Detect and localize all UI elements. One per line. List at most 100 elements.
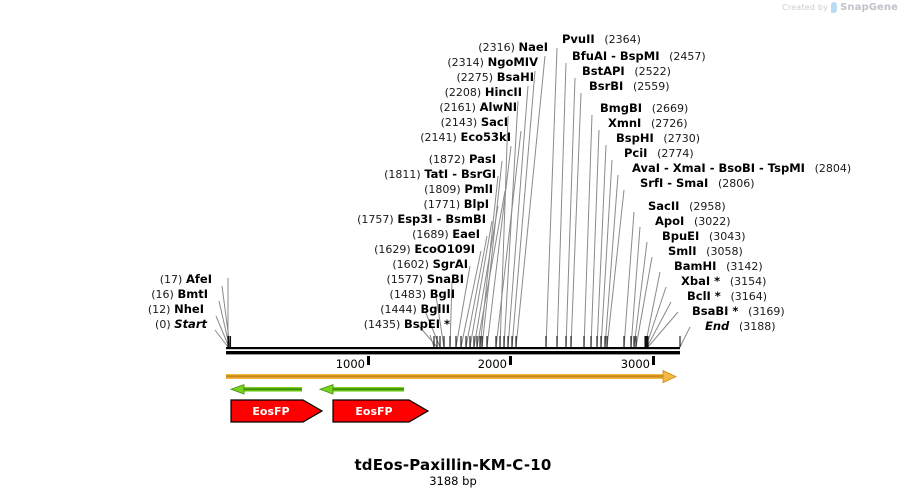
site-label-ngomiv: (2314) NgoMIV [390,56,538,68]
site-enzyme: Esp3I - BsmBI [397,212,486,226]
site-label-pcii: PciI (2774) [624,147,694,160]
site-enzyme: PmlI [464,182,493,196]
site-position: (1872) [428,153,466,166]
site-position: (2669) [651,102,689,115]
site-enzyme: NheI [174,302,204,316]
site-label-sacii: SacII (2958) [648,199,726,213]
site-enzyme: BlpI [463,197,489,211]
site-position: (0) [155,318,171,331]
feature-label-eosfp-2: EosFP [355,405,393,418]
site-position: (2141) [420,131,457,144]
snapgene-logo-icon [831,2,838,13]
site-label-bglii: (1444) BglII [290,302,451,316]
site-enzyme: AfeI [186,272,212,286]
site-position: (3169) [748,305,785,318]
site-enzyme: AlwNI [479,100,517,114]
site-position: (2804) [814,162,852,175]
site-label-bgli: (1483) BglI [300,287,455,301]
site-position: (2275) [456,71,494,84]
site-label-bfuai-bspmi: BfuAI - BspMI (2457) [572,49,706,63]
site-position: (1771) [423,198,461,211]
site-label-bsabi: BsaBI * (3169) [692,304,785,318]
site-position: (2958) [689,200,726,213]
site-label-bsphi: BspHI (2730) [616,132,700,144]
site-label-bmti: (16) BmtI [52,287,208,301]
site-position: (1577) [386,273,424,286]
sequence-backbone [226,347,680,355]
site-label-bcli: BclI * (3164) [687,290,768,303]
site-position: (2774) [657,147,694,160]
site-position: (1629) [374,243,411,256]
sequence-length-label: 3188 bp [429,474,477,488]
site-enzyme: BglII [420,302,451,316]
site-position: (16) [151,288,174,301]
site-enzyme: TatI - BsrGI [424,167,496,181]
site-label-bsahi: (2275) BsaHI [390,70,534,84]
site-enzyme: BmtI [177,287,208,301]
site-position: (2208) [444,86,482,99]
restriction-site-ticks [227,336,681,347]
site-label-tati-bsrgi: (1811) TatI - BsrGI [300,167,496,181]
site-label-bstapi: BstAPI (2522) [582,64,671,78]
site-enzyme: HincII [484,85,522,99]
site-enzyme: SacI [480,115,508,129]
site-position: (1444) [380,303,417,316]
feature-label-eosfp-1: EosFP [252,405,290,418]
site-enzyme: BfuAI - BspMI [572,49,660,63]
site-position: (1483) [389,288,427,301]
watermark-brand: SnapGene [840,2,898,13]
site-enzyme: BamHI [674,259,717,273]
site-enzyme: PvuII [562,32,595,46]
page-title: tdEos-Paxillin-KM-C-10 [354,456,552,474]
site-position: (1435) [363,318,401,331]
site-enzyme: BsaBI * [692,304,739,318]
site-enzyme: BglI [429,287,455,301]
site-label-snabi: (1577) SnaBI [300,272,464,286]
site-label-bspei: (1435) BspEI * [280,317,450,331]
site-enzyme: XmnI [608,116,642,130]
site-position: (2457) [669,50,706,63]
site-label-nhei: (12) NheI [44,302,204,316]
site-enzyme: XbaI * [681,274,721,288]
site-label-ecoo109i: (1629) EcoO109I [290,243,475,256]
site-enzyme: SnaBI [426,272,464,286]
site-position: (2806) [717,177,755,190]
site-enzyme: BstAPI [582,64,625,78]
site-label-eaei: (1689) EaeI [310,228,480,240]
site-position: (3043) [708,230,746,243]
site-label-hincii: (2208) HincII [380,85,522,99]
ruler-tick-1000: 1000 [335,357,365,371]
site-enzyme: SacII [648,199,680,213]
site-enzyme: ApoI [655,214,685,228]
site-position: (2316) [478,41,515,54]
site-position: (3154) [729,275,767,288]
ruler-tick-2000: 2000 [477,357,507,371]
site-enzyme: PasI [468,152,496,166]
site-enzyme: BsaHI [496,70,534,84]
site-label-smli: SmlI (3058) [668,245,743,257]
snapgene-watermark: Created by SnapGene [782,2,898,13]
site-label-pasi: (1872) PasI [330,152,496,166]
feature-arrows [230,399,430,423]
site-enzyme: Start [174,317,207,331]
site-label-saci: (2143) SacI [380,115,508,129]
site-position: (12) [147,303,171,316]
site-label-xbai: XbaI * (3154) [681,274,767,288]
site-enzyme: BmgBI [600,101,643,115]
site-label-bpuei: BpuEI (3043) [662,230,746,243]
watermark-created-by: Created by [782,3,829,12]
site-enzyme: Eco53kI [460,130,511,144]
site-label-alwni: (2161) AlwNI [380,100,517,114]
site-label-end: End (3188) [705,320,776,332]
site-position: (2143) [440,116,478,129]
site-label-blpi: (1771) BlpI [320,197,489,211]
site-position: (17) [159,273,183,286]
site-position: (3164) [730,290,768,303]
site-label-apoi: ApoI (3022) [655,214,731,228]
green-track-arrows [229,384,404,395]
site-position: (2559) [632,80,670,93]
site-enzyme: AvaI - XmaI - BsoBI - TspMI [632,161,805,175]
site-enzyme: BspEI * [404,317,450,331]
orange-track-arrow [226,369,677,384]
